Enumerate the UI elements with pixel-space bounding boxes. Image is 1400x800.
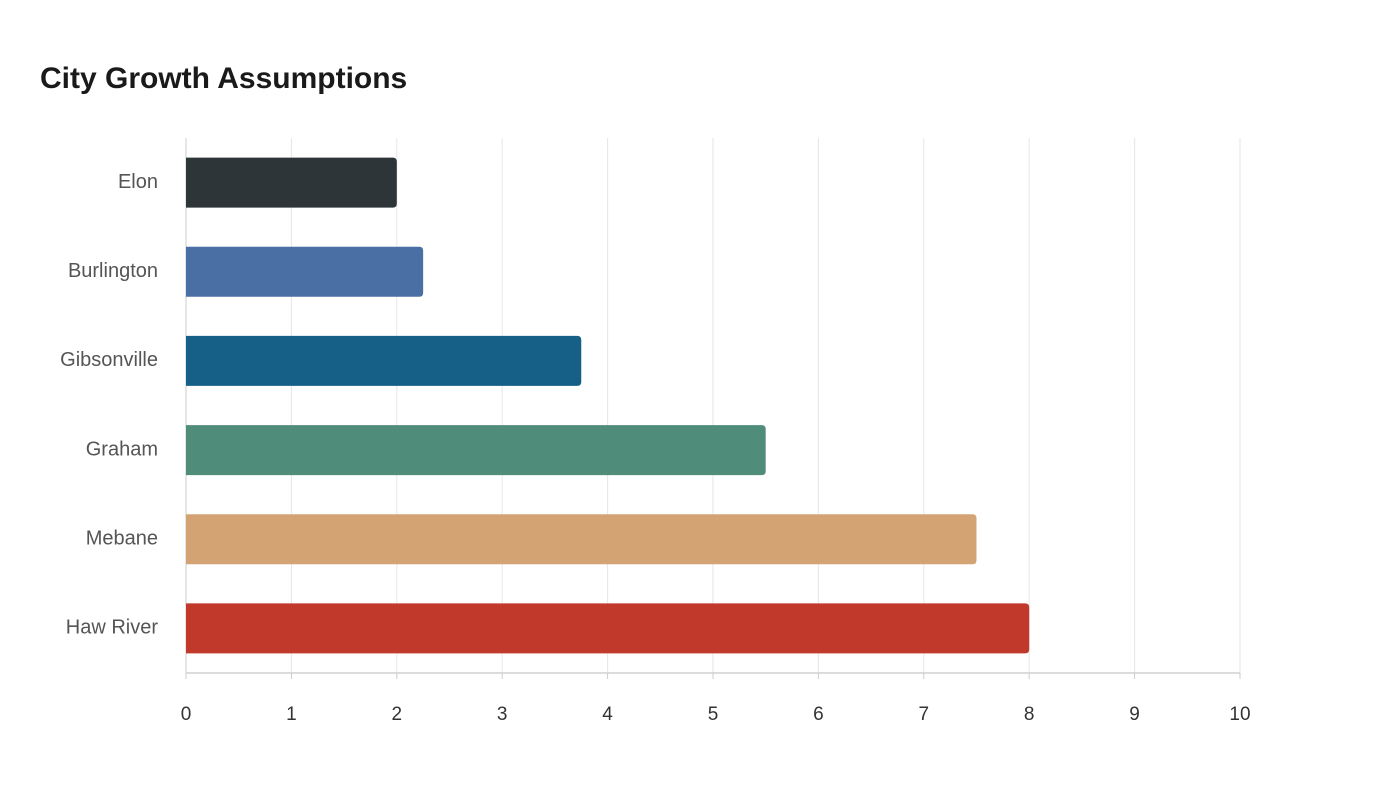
x-tick-label: 1 <box>286 704 297 725</box>
bar <box>186 603 1030 654</box>
x-tick-label: 0 <box>181 704 192 725</box>
x-tick-label: 3 <box>497 704 508 725</box>
x-tick-label: 7 <box>919 704 930 725</box>
y-tick-label: Mebane <box>86 528 158 550</box>
x-tick-label: 10 <box>1229 704 1250 725</box>
y-tick-label: Elon <box>118 171 158 193</box>
x-tick-label: 4 <box>602 704 613 725</box>
x-tick-label: 6 <box>813 704 824 725</box>
y-tick-label: Haw River <box>66 617 159 639</box>
bar <box>186 246 424 297</box>
x-tick-label: 8 <box>1024 704 1035 725</box>
chart-title: City Growth Assumptions <box>40 62 407 95</box>
x-tick-label: 2 <box>392 704 403 725</box>
bar <box>186 157 397 208</box>
y-tick-label: Gibsonville <box>60 349 158 371</box>
bar <box>186 514 977 565</box>
bar <box>186 335 582 386</box>
y-tick-label: Burlington <box>68 260 158 282</box>
x-tick-label: 9 <box>1129 704 1140 725</box>
y-tick-label: Graham <box>86 438 158 460</box>
x-tick-label: 5 <box>708 704 719 725</box>
bar <box>186 425 766 476</box>
